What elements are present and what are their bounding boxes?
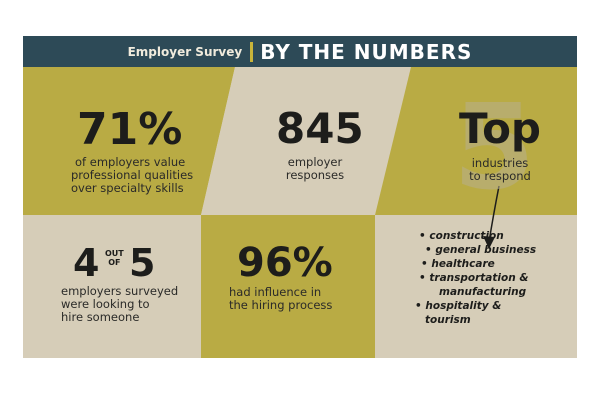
stat-hiring-value-a: 4: [73, 241, 100, 285]
stat-top-caption: industries to respond: [455, 157, 545, 183]
caption-line: professional qualities: [71, 168, 194, 182]
panel-top-right: [375, 67, 577, 215]
panel-top-left: [23, 67, 235, 215]
header-divider: [250, 41, 254, 62]
stat-hiring-caption: employers surveyed were looking to hire …: [61, 285, 178, 324]
caption-line: were looking to: [61, 297, 150, 311]
stat-qualities-value: 71%: [77, 104, 183, 155]
stat-influence-caption: had influence in the hiring process: [229, 286, 332, 312]
caption-line: of employers value: [75, 155, 186, 169]
header-title: BY THE NUMBERS: [260, 39, 473, 64]
list-item-continued: tourism: [425, 314, 471, 326]
infographic-card: Employer Survey BY THE NUMBERS 71% of em…: [23, 36, 577, 358]
caption-line: responses: [285, 168, 345, 182]
list-item: healthcare: [415, 257, 536, 271]
caption-line: industries: [471, 156, 529, 170]
five-watermark: 5: [453, 78, 536, 216]
list-item: general business: [415, 243, 536, 257]
stat-qualities-caption: of employers value professional qualitie…: [71, 156, 193, 195]
of-label: OF: [108, 258, 121, 267]
header-bar: Employer Survey BY THE NUMBERS: [23, 36, 577, 67]
stat-hiring-value-b: 5: [129, 241, 156, 285]
stat-top-value: Top: [459, 104, 541, 153]
panel-bottom-middle: [201, 215, 375, 358]
list-item: hospitality &: [415, 299, 536, 313]
caption-line: the hiring process: [229, 298, 333, 312]
caption-line: employer: [287, 155, 343, 169]
stat-influence-value: 96%: [237, 240, 333, 286]
header-subtitle: Employer Survey: [127, 44, 243, 59]
caption-line: over specialty skills: [71, 181, 184, 195]
list-item: construction: [415, 229, 536, 243]
list-item: transportation &: [415, 271, 536, 285]
background-panels: [23, 67, 577, 358]
stat-responses-caption: employer responses: [265, 156, 365, 182]
out-label: OUT: [105, 249, 124, 258]
list-item-continued: manufacturing: [439, 286, 527, 298]
caption-line: to respond: [469, 169, 531, 183]
stat-hiring-out-of: OUT OF: [105, 249, 124, 267]
caption-line: employers surveyed: [61, 284, 179, 298]
stat-responses-value: 845: [276, 104, 364, 153]
caption-line: hire someone: [61, 310, 140, 324]
panel-top-middle: [201, 67, 411, 215]
caption-line: had influence in: [229, 285, 322, 299]
industries-list: construction general business healthcare…: [415, 229, 536, 327]
panel-bottom-left: [23, 215, 201, 358]
